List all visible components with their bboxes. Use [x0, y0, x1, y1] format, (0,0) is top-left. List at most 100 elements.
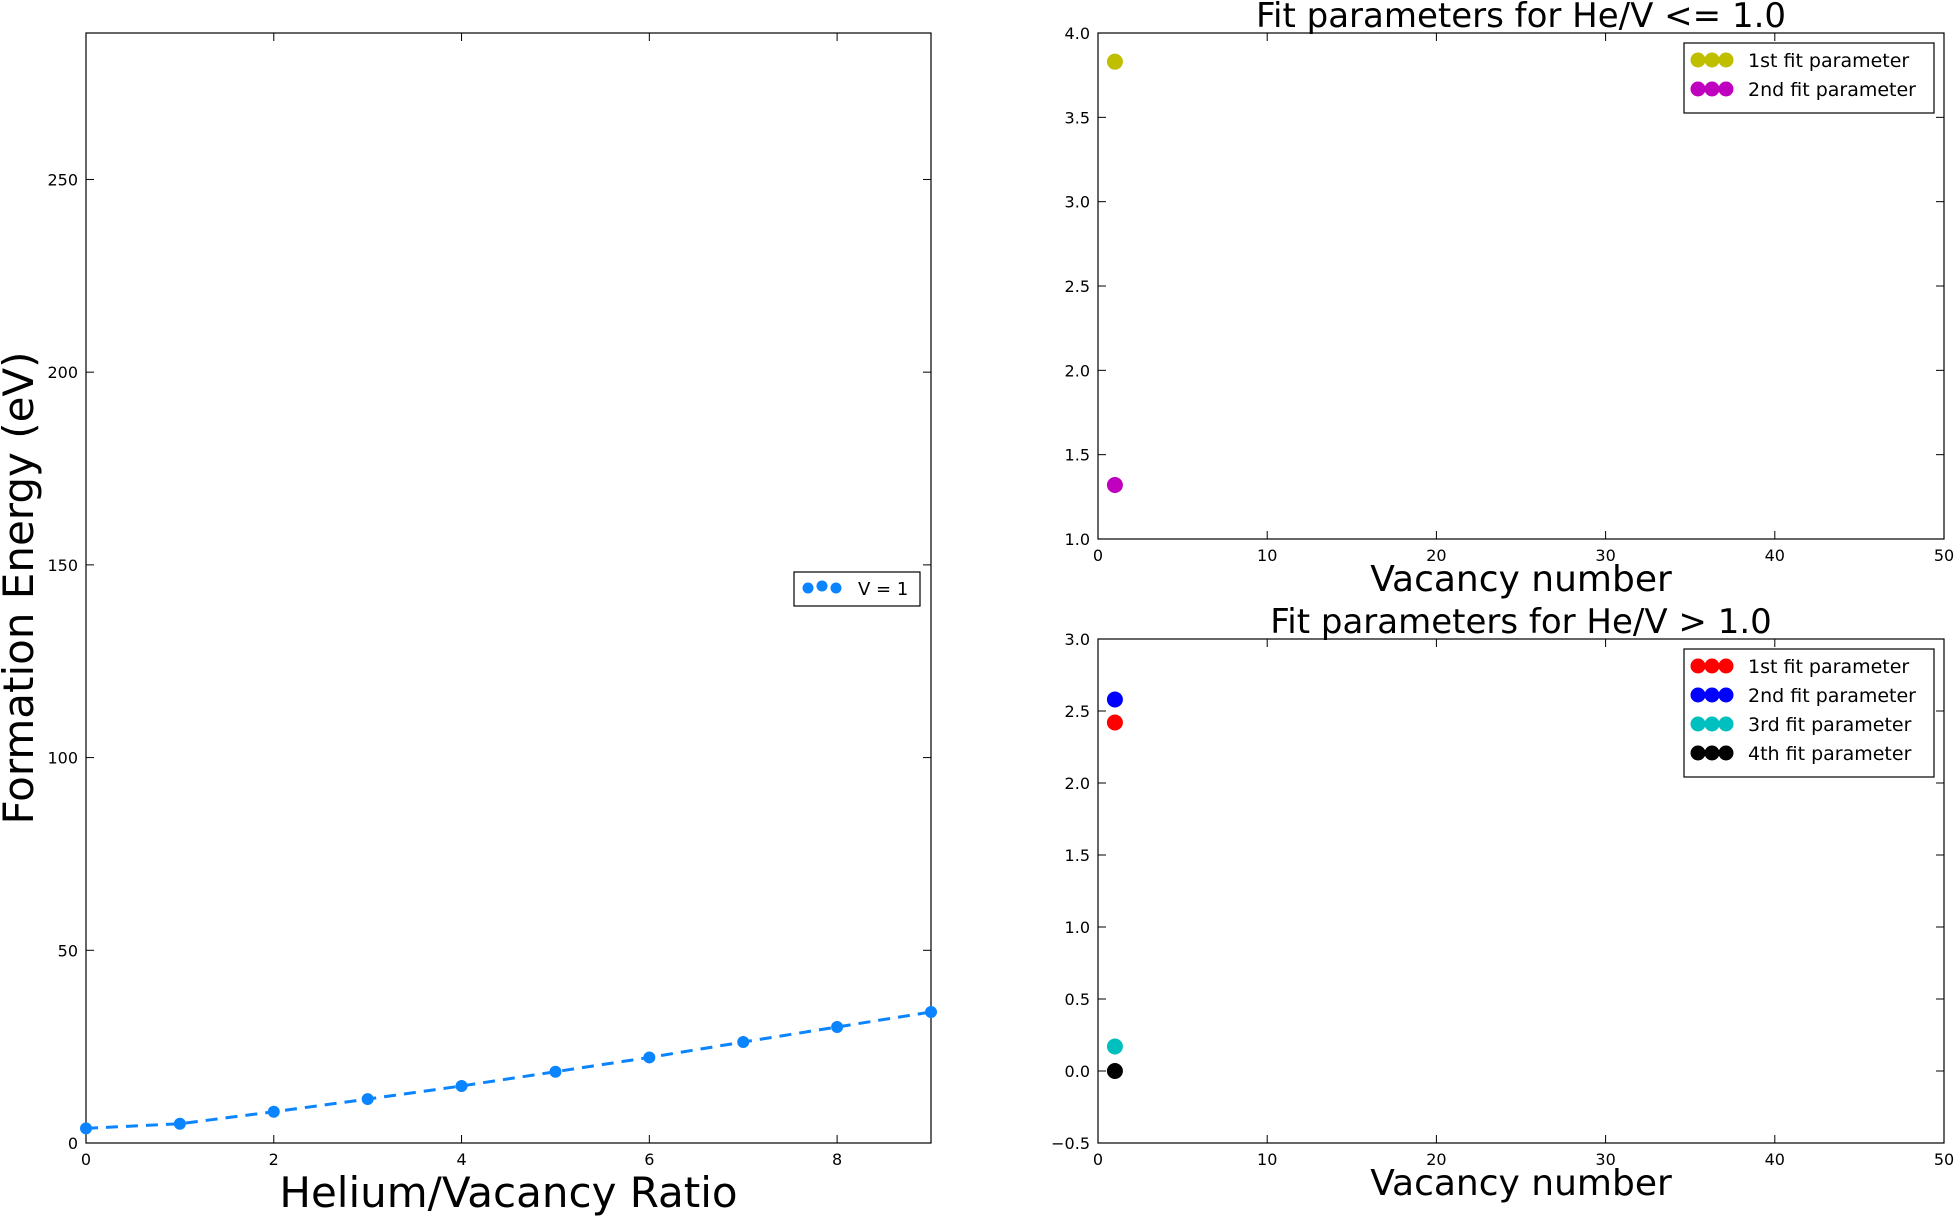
y-tick-label: 200	[47, 363, 78, 382]
legend-marker	[830, 582, 842, 594]
legend-marker	[1704, 52, 1720, 68]
data-point	[831, 1020, 844, 1033]
legend-label: 1st fit parameter	[1748, 50, 1909, 72]
legend: 1st fit parameter 2nd fit parameter 3rd fi…	[1683, 648, 1935, 778]
y-axis-label: Formation Energy (eV)	[0, 351, 43, 824]
data-point	[267, 1105, 280, 1118]
y-tick-label: 3.0	[1065, 193, 1090, 212]
x-tick-label: 0	[81, 1150, 91, 1169]
series-3	[1106, 1038, 1123, 1055]
series-1	[1106, 714, 1123, 731]
data-point	[455, 1079, 468, 1092]
x-tick-label: 30	[1595, 546, 1615, 565]
series-2	[1106, 477, 1123, 494]
data-point	[643, 1051, 656, 1064]
legend-marker	[1718, 716, 1734, 732]
y-tick-label: 1.0	[1065, 530, 1090, 549]
y-tick-label: 2.0	[1065, 774, 1090, 793]
legend-marker	[1718, 745, 1734, 761]
legend-label: 4th fit parameter	[1748, 743, 1912, 765]
x-tick-label: 10	[1257, 1150, 1277, 1169]
y-tick-label: 4.0	[1065, 24, 1090, 43]
x-tick-label: 4	[456, 1150, 466, 1169]
series-4	[1106, 1063, 1123, 1079]
y-tick-label: 50	[58, 941, 78, 960]
data-point	[1106, 1063, 1123, 1079]
series-1	[1106, 53, 1123, 70]
x-tick-label: 30	[1595, 1150, 1615, 1169]
legend-marker	[1718, 687, 1734, 703]
legend-marker	[1704, 658, 1720, 674]
plot-frame	[85, 32, 932, 1144]
y-tick-label: 2.5	[1065, 277, 1090, 296]
y-tick-label: 1.5	[1065, 846, 1090, 865]
data-point	[925, 1005, 937, 1018]
legend-label: V = 1	[858, 579, 908, 600]
data-point	[549, 1065, 562, 1078]
legend-marker	[1704, 745, 1720, 761]
legend-marker	[816, 580, 828, 592]
legend-label: 2nd fit parameter	[1748, 685, 1916, 707]
y-tick-label: 3.5	[1065, 108, 1090, 127]
legend-marker	[1690, 716, 1706, 732]
legend-marker	[1718, 81, 1734, 97]
legend-marker	[1690, 81, 1706, 97]
legend-marker	[1718, 658, 1734, 674]
data-point	[1106, 477, 1123, 494]
legend-marker	[1690, 745, 1706, 761]
chart-1: 0 2 4 6 8 0 50 100 150 200 250 Helium/Vacancy Ratio…	[0, 32, 937, 1217]
y-tick-label: 2.0	[1065, 361, 1090, 380]
chart-3: 0 10 20 30 40 50 −0.5 0.0 0.5 1.0 1.5 2.0 2.5 3.0 Vaca…	[1051, 602, 1954, 1204]
legend-box	[793, 571, 921, 607]
legend-marker	[802, 582, 814, 594]
x-tick-label: 0	[1093, 546, 1103, 565]
x-tick-label: 6	[644, 1150, 654, 1169]
series-2	[1106, 691, 1123, 708]
legend-marker	[1704, 687, 1720, 703]
x-tick-label: 10	[1257, 546, 1277, 565]
legend-label: 3rd fit parameter	[1748, 714, 1912, 736]
legend-marker	[1690, 687, 1706, 703]
x-tick-label: 0	[1093, 1150, 1103, 1169]
data-point	[737, 1036, 750, 1049]
data-point	[173, 1117, 186, 1130]
y-tick-label: 0	[68, 1134, 78, 1153]
chart-title: Fit parameters for He/V <= 1.0	[1256, 0, 1786, 36]
legend-marker	[1704, 81, 1720, 97]
legend-marker	[1690, 658, 1706, 674]
legend-marker	[1690, 52, 1706, 68]
chart-2: 0 10 20 30 40 50 1.0 1.5 2.0 2.5 3.0 3.5 4.0 Vacancy …	[1065, 0, 1955, 600]
x-tick-label: 40	[1765, 546, 1785, 565]
legend: 1st fit parameter 2nd fit parameter	[1683, 42, 1935, 114]
data-point	[1106, 1038, 1123, 1055]
chart-title: Fit parameters for He/V > 1.0	[1270, 602, 1772, 642]
y-tick-label: −0.5	[1051, 1134, 1090, 1153]
series-1	[80, 1005, 937, 1135]
x-tick-label: 50	[1934, 546, 1954, 565]
x-tick-label: 40	[1765, 1150, 1785, 1169]
data-point	[1106, 53, 1123, 70]
data-point	[361, 1093, 374, 1106]
legend-marker	[1718, 52, 1734, 68]
x-tick-label: 8	[832, 1150, 842, 1169]
x-axis-label: Vacancy number	[1370, 559, 1672, 600]
y-tick-label: 1.5	[1065, 446, 1090, 465]
legend-label: 1st fit parameter	[1748, 656, 1909, 678]
y-tick-label: 0.0	[1065, 1062, 1090, 1081]
x-tick-label: 20	[1426, 1150, 1446, 1169]
data-point	[1106, 714, 1123, 731]
y-tick-label: 100	[47, 749, 78, 768]
x-axis-label: Vacancy number	[1370, 1163, 1672, 1204]
legend-marker	[1704, 716, 1720, 732]
data-point	[80, 1122, 92, 1135]
legend: V = 1	[793, 571, 921, 607]
plot-frame	[1097, 32, 1945, 540]
y-tick-label: 0.5	[1065, 990, 1090, 1009]
x-axis-label: Helium/Vacancy Ratio	[279, 1168, 737, 1217]
x-tick-label: 2	[269, 1150, 279, 1169]
x-tick-label: 20	[1426, 546, 1446, 565]
legend-label: 2nd fit parameter	[1748, 79, 1916, 101]
x-tick-label: 50	[1934, 1150, 1954, 1169]
data-point	[1106, 691, 1123, 708]
